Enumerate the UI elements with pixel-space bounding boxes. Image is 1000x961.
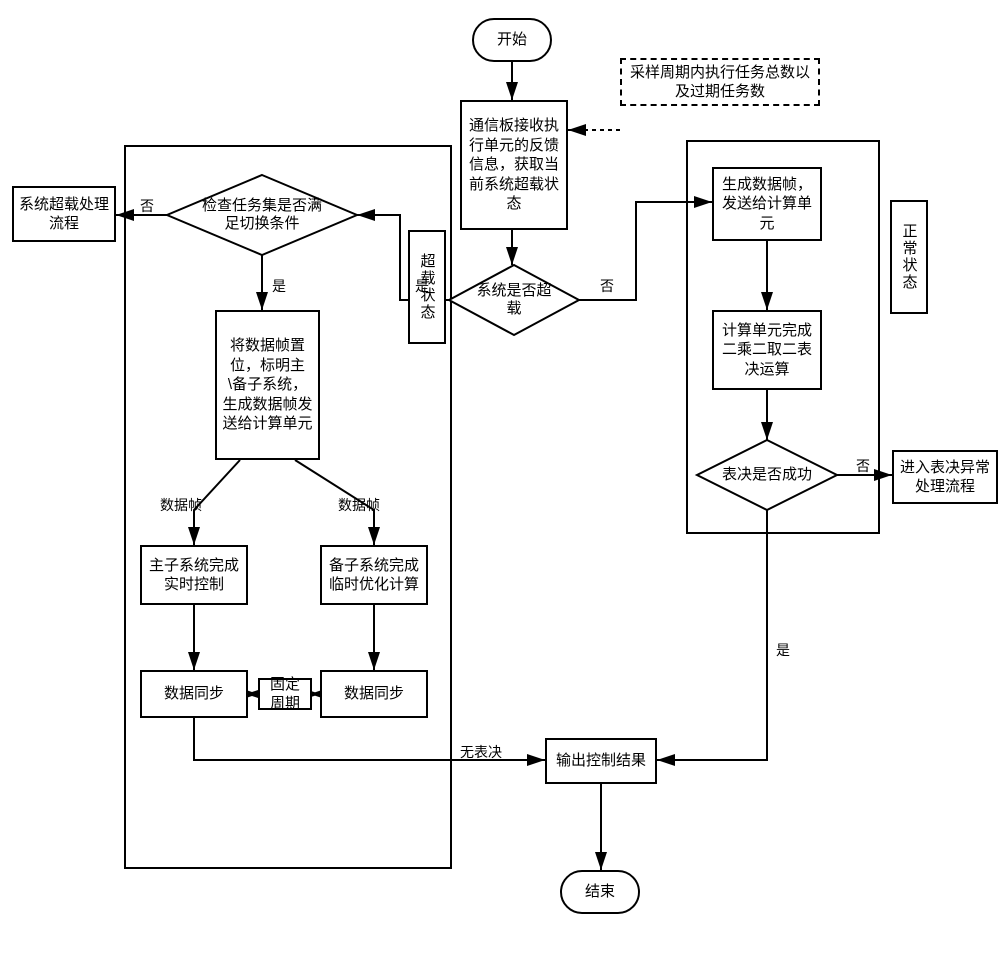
node-sampling-note: 采样周期内执行任务总数以及过期任务数 (620, 58, 820, 106)
node-start: 开始 (472, 18, 552, 62)
label-sampling-note: 采样周期内执行任务总数以及过期任务数 (626, 63, 814, 102)
edge-label-yes: 是 (415, 276, 429, 296)
label-end: 结束 (585, 882, 615, 902)
label-sync1: 数据同步 (164, 684, 224, 704)
edge-label-no: 否 (140, 196, 154, 216)
node-main-sub: 主子系统完成实时控制 (140, 545, 248, 605)
node-sync2: 数据同步 (320, 670, 428, 718)
label-sync2: 数据同步 (344, 684, 404, 704)
edge-label-no: 否 (856, 456, 870, 476)
edge-label-yes: 是 (776, 640, 790, 660)
node-feedback: 通信板接收执行单元的反馈信息，获取当前系统超载状态 (460, 100, 568, 230)
node-normal-state-label: 正常状态 (890, 200, 928, 314)
label-calc-vote: 计算单元完成二乘二取二表决运算 (718, 321, 816, 380)
label-check-switch: 检查任务集是否满足切换条件 (199, 181, 324, 248)
edge-label-yes: 是 (272, 276, 286, 296)
edge-label-no_vote: 无表决 (460, 742, 502, 762)
edge-label-data_frame: 数据帧 (338, 495, 380, 515)
node-backup-sub: 备子系统完成临时优化计算 (320, 545, 428, 605)
label-backup-sub: 备子系统完成临时优化计算 (326, 556, 422, 595)
label-vote-exception: 进入表决异常处理流程 (898, 458, 992, 497)
label-normal-state: 正常状态 (899, 223, 920, 291)
label-feedback: 通信板接收执行单元的反馈信息，获取当前系统超载状态 (466, 116, 562, 214)
label-overload-check: 系统是否超载 (471, 271, 557, 330)
node-calc-vote: 计算单元完成二乘二取二表决运算 (712, 310, 822, 390)
label-main-sub: 主子系统完成实时控制 (146, 556, 242, 595)
node-sync1: 数据同步 (140, 670, 248, 718)
label-gen-frame: 生成数据帧，发送给计算单元 (718, 175, 816, 234)
label-vote-success: 表决是否成功 (721, 446, 813, 505)
node-set-frame: 将数据帧置位，标明主\备子系统，生成数据帧发送给计算单元 (215, 310, 320, 460)
label-overload-proc: 系统超载处理流程 (18, 195, 110, 234)
node-end: 结束 (560, 870, 640, 914)
label-output: 输出控制结果 (556, 751, 646, 771)
node-output: 输出控制结果 (545, 738, 657, 784)
label-start: 开始 (497, 30, 527, 50)
node-overload-proc: 系统超载处理流程 (12, 186, 116, 242)
edge-label-no: 否 (600, 276, 614, 296)
node-gen-frame: 生成数据帧，发送给计算单元 (712, 167, 822, 241)
node-vote-exception: 进入表决异常处理流程 (892, 450, 998, 504)
label-set-frame: 将数据帧置位，标明主\备子系统，生成数据帧发送给计算单元 (221, 336, 314, 434)
label-fixed-period: 固定周期 (264, 675, 306, 714)
edge-label-data_frame: 数据帧 (160, 495, 202, 515)
node-fixed-period: 固定周期 (258, 678, 312, 710)
